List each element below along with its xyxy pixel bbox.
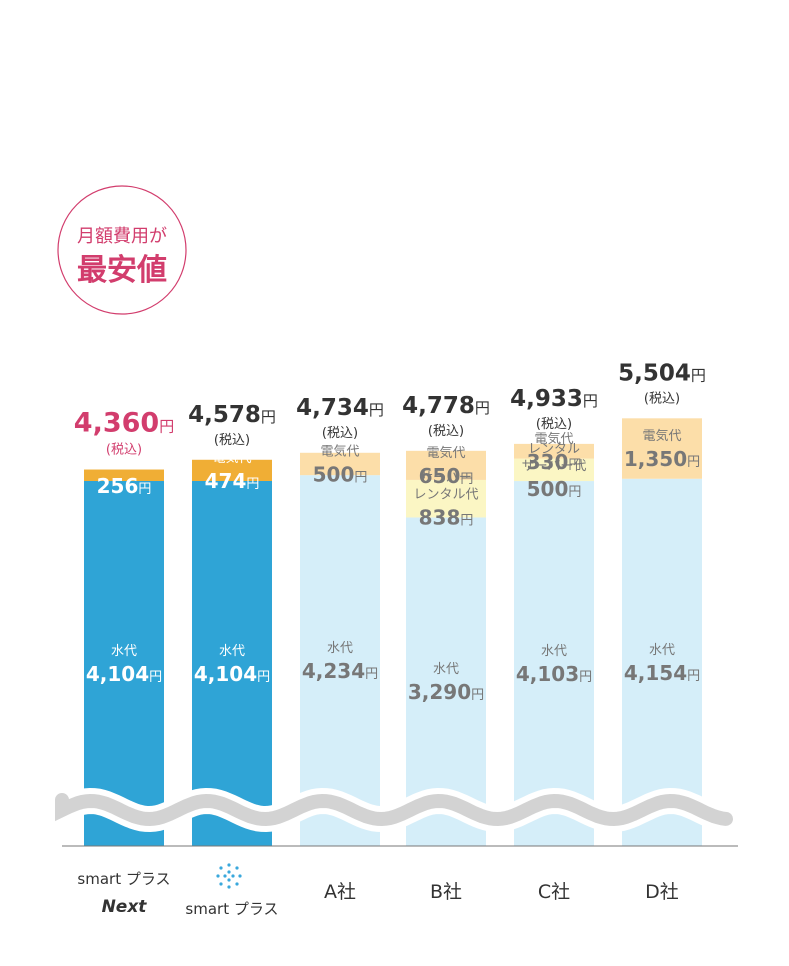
segment-label: 水代 [219, 644, 245, 659]
segment-value: 330円 [527, 450, 582, 474]
segment-label: 電気代 [426, 445, 465, 461]
labels-layer: 水代 4,104円 電気代 256円 4,360円 (税込) 水代 4,104円 電気代 474円… [74, 360, 706, 704]
category-label: smart プラス [77, 870, 170, 888]
logo-dot [223, 874, 227, 878]
lowest-price-badge: 月額費用が 最安値 [57, 185, 187, 315]
bar-segment-water [622, 478, 702, 846]
segment-value: 4,104円 [194, 662, 270, 686]
segment-value: 500円 [313, 462, 368, 486]
bar-segment-water [192, 481, 272, 846]
bar-segment-water [300, 475, 380, 846]
badge-circle [57, 185, 187, 315]
bar-segment-rental [406, 479, 486, 518]
category-label-sub: Next [102, 897, 148, 917]
segment-label: 電気代 [642, 428, 681, 444]
tax-included-label: (税込) [536, 417, 572, 432]
segment-value: 4,103円 [516, 662, 592, 686]
bar-segment-water [514, 481, 594, 846]
category-label: C社 [538, 881, 570, 903]
logo-dot [238, 874, 242, 878]
segment-label: 電気代 [212, 450, 251, 466]
segment-label: レンタル代 [413, 488, 478, 503]
tax-included-label: (税込) [428, 424, 464, 439]
segment-value: 650円 [419, 464, 474, 488]
bar-segment-rental [514, 458, 594, 482]
logo-dot [227, 863, 231, 867]
logo-dot [216, 874, 220, 878]
bar-segment-electricity [84, 469, 164, 481]
segment-value: 474円 [205, 469, 260, 493]
logo-dot [231, 874, 235, 878]
bar-segment-electricity [514, 443, 594, 459]
bar-segment-electricity [622, 418, 702, 479]
category-label: B社 [430, 881, 462, 903]
segment-label: 水代 [111, 644, 137, 659]
tax-included-label: (税込) [214, 433, 250, 448]
wave-line [55, 793, 733, 827]
category-label: smart プラス [185, 900, 278, 918]
segment-value: 3,290円 [408, 680, 484, 704]
logo-dot [235, 882, 239, 886]
segment-label: レンタル [528, 442, 580, 457]
category-labels: smart プラス Next smart プラス A社 B社 C社 D社 [77, 863, 679, 918]
category-label: D社 [645, 881, 679, 903]
logo-dot [227, 878, 231, 882]
smart-plus-logo-icon [216, 863, 242, 889]
logo-dot [235, 866, 239, 870]
segment-label: サーバー代 [522, 459, 587, 474]
bar-segment-electricity [300, 452, 380, 476]
segment-value: 500円 [527, 477, 582, 501]
logo-dot [219, 866, 223, 870]
total-value: 4,578円 [188, 402, 276, 428]
segment-label: 水代 [433, 662, 459, 677]
badge-line2: 最安値 [77, 253, 167, 288]
segment-value: 4,104円 [86, 662, 162, 686]
segment-value: 256円 [97, 474, 152, 498]
logo-dot [227, 885, 231, 889]
segment-label: 水代 [541, 644, 567, 659]
segment-label: 水代 [327, 641, 353, 656]
segment-label: 電気代 [104, 455, 143, 471]
segment-label: 水代 [649, 643, 675, 658]
bar-segment-electricity [192, 459, 272, 481]
tax-included-label: (税込) [106, 443, 142, 458]
badge-line1: 月額費用が [77, 226, 167, 247]
axis-break-wave [49, 787, 739, 833]
segment-value: 4,154円 [624, 661, 700, 685]
category-label: A社 [324, 881, 356, 903]
segment-label: サーバー [420, 471, 472, 486]
tax-included-label: (税込) [322, 426, 358, 441]
segment-value: 1,350円 [624, 447, 700, 471]
tax-included-label: (税込) [644, 391, 680, 406]
logo-dot [227, 870, 231, 874]
logo-dot [219, 882, 223, 886]
total-value: 4,734円 [296, 395, 384, 421]
bar-segment-electricity [406, 450, 486, 480]
bar-segment-water [84, 481, 164, 846]
segment-label: 電気代 [534, 431, 573, 447]
total-value: 4,778円 [402, 393, 490, 419]
bars-layer [84, 418, 702, 846]
total-value: 4,360円 [74, 408, 174, 439]
total-value: 5,504円 [618, 360, 706, 386]
segment-value: 4,234円 [302, 659, 378, 683]
segment-value: 838円 [419, 506, 474, 530]
total-value: 4,933円 [510, 386, 598, 412]
segment-label: 電気代 [320, 443, 359, 459]
